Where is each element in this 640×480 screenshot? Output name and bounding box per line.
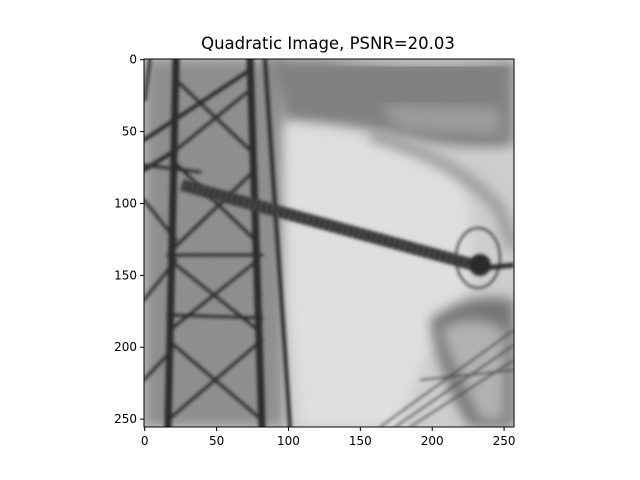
plot-area [144,59,514,427]
y-tick-label: 250 [114,412,137,426]
y-tick-label: 50 [122,125,137,139]
x-tick-label: 100 [277,434,300,448]
x-tick-label: 200 [421,434,444,448]
x-axis: 0 50 100 150 200 250 [141,427,516,448]
y-tick-label: 0 [129,53,137,67]
y-tick-label: 200 [114,340,137,354]
chart-title: Quadratic Image, PSNR=20.03 [201,34,455,53]
y-tick-label: 100 [114,196,137,210]
y-tick-label: 150 [114,268,137,282]
x-tick-label: 250 [493,434,516,448]
x-tick-label: 50 [209,434,224,448]
y-axis: 0 50 100 150 200 250 [114,53,144,426]
x-tick-label: 0 [141,434,149,448]
grayscale-image [144,59,514,427]
axes-frame [143,58,515,428]
x-tick-label: 150 [349,434,372,448]
